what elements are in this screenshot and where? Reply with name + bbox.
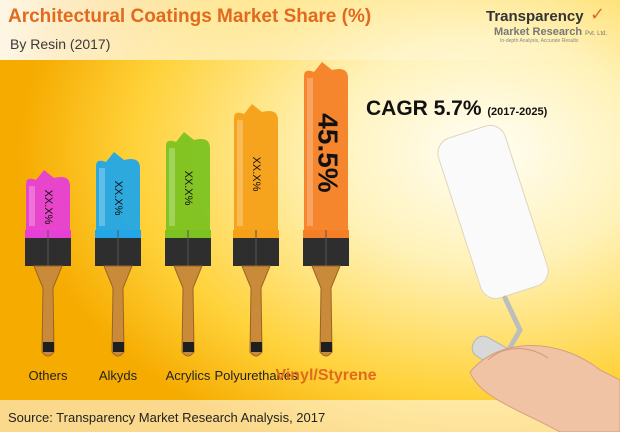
brush-handle-tip (321, 342, 332, 352)
bar-acrylics (166, 132, 210, 230)
brush-3: XX.X% Polyurethanes (214, 104, 298, 383)
bar-others (26, 170, 70, 230)
category-label-2: Acrylics (166, 368, 211, 383)
brush-handle (173, 265, 203, 357)
value-label-1: XX.X% (112, 181, 124, 216)
logo-line1: Transparency (486, 8, 584, 25)
bar-highlight (169, 148, 175, 226)
category-label-3: Polyurethanes (214, 368, 298, 383)
category-label-4: Vinyl/Styrene (275, 367, 376, 384)
brush-handle (33, 265, 63, 357)
brush-2: XX.X% Acrylics (165, 132, 211, 383)
brush-4: 45.5% Vinyl/Styrene (275, 62, 377, 384)
bar-highlight (99, 168, 105, 226)
brush-handle (241, 265, 271, 357)
cagr-period: (2017-2025) (487, 106, 548, 118)
brush-1: XX.X% Alkyds (95, 152, 141, 383)
chart-subtitle: By Resin (2017) (10, 36, 111, 52)
brush-handle-tip (43, 342, 54, 352)
cagr-value: CAGR 5.7% (366, 97, 482, 120)
value-label-2: XX.X% (182, 171, 194, 206)
brush-handle (311, 265, 341, 357)
bar-highlight (307, 78, 313, 226)
brush-handle (103, 265, 133, 357)
value-label-0: XX.X% (42, 190, 54, 225)
logo-line2: Market Research Pvt. Ltd. (494, 26, 608, 38)
brush-handle-tip (183, 342, 194, 352)
brush-handle-tip (113, 342, 124, 352)
brush-0: XX.X% Others (25, 170, 71, 383)
category-label-1: Alkyds (99, 368, 138, 383)
bar-highlight (237, 120, 243, 226)
bar-alkyds (96, 152, 140, 230)
bar-polyurethanes (234, 104, 278, 230)
category-label-0: Others (28, 368, 68, 383)
cagr-label: CAGR 5.7% (2017-2025) (366, 97, 547, 121)
value-label-3: XX.X% (250, 157, 262, 192)
bar-highlight (29, 186, 35, 226)
bar-vinyl-styrene (304, 62, 348, 230)
check-icon: ✓ (590, 4, 606, 24)
brush-handle-tip (251, 342, 262, 352)
source-note: Source: Transparency Market Research Ana… (8, 410, 326, 425)
brand-logo: Transparency ✓ Market Research Pvt. Ltd.… (474, 4, 616, 46)
value-label-4: 45.5% (313, 113, 344, 192)
logo-tagline: In-depth Analysis, Accurate Results (500, 38, 579, 44)
chart-title: Architectural Coatings Market Share (%) (8, 6, 372, 27)
